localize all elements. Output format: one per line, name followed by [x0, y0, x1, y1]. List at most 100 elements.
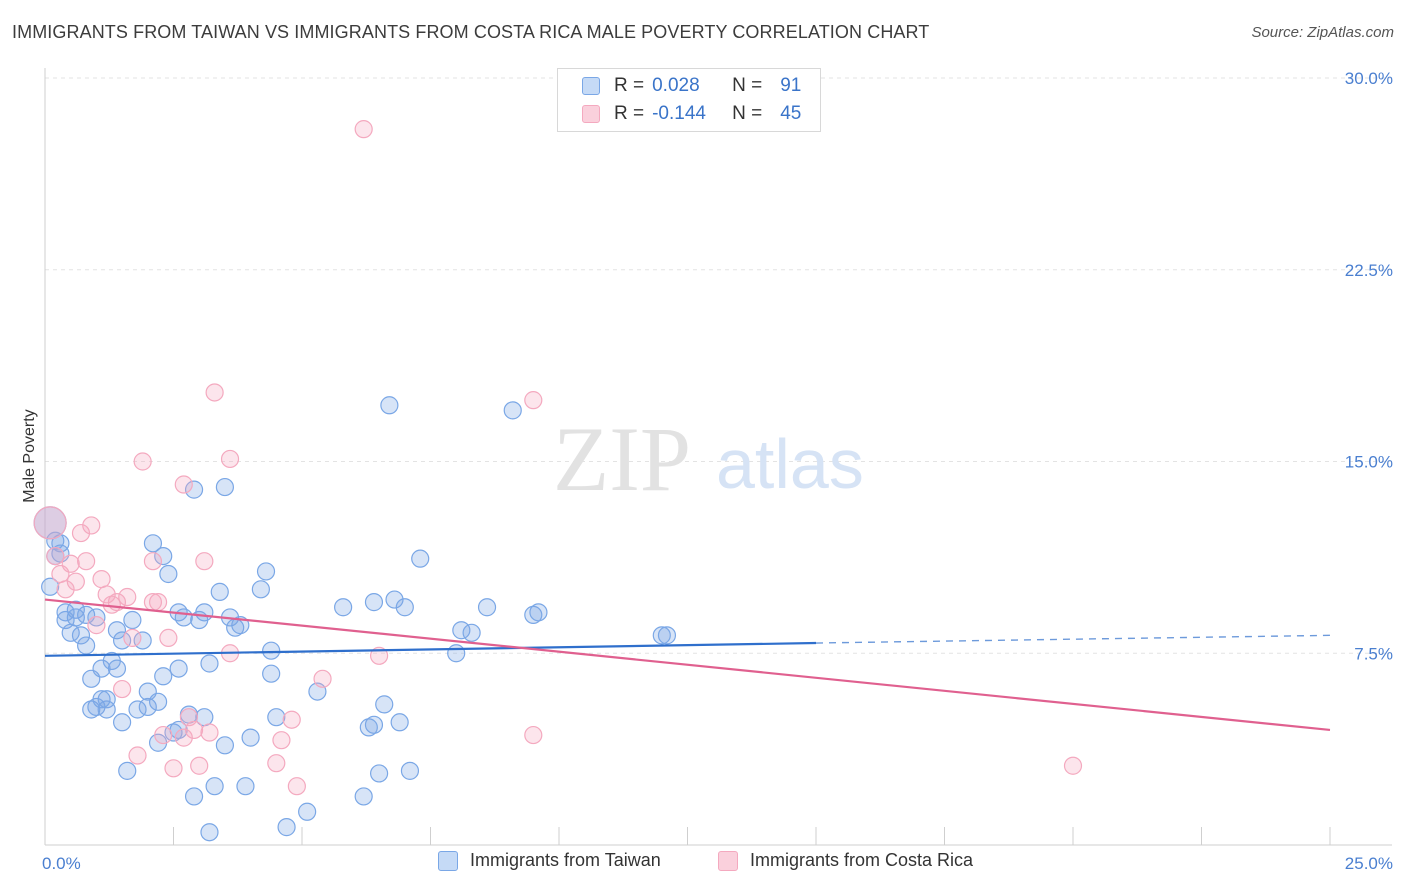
trend-line-taiwan-extension [815, 634, 1331, 644]
taiwan-point [87, 608, 106, 627]
taiwan-point [195, 603, 214, 622]
costarica-point [164, 759, 183, 778]
taiwan-point [97, 690, 116, 709]
legend-n-label: N = [732, 103, 763, 124]
y-tick-labels: 7.5% 15.0% 22.5% 30.0% [1345, 69, 1393, 663]
watermark-zip: ZIP [553, 408, 691, 510]
taiwan-point [210, 582, 229, 601]
costarica-point [190, 756, 209, 775]
taiwan-point [375, 695, 394, 714]
taiwan-point [200, 823, 219, 842]
costarica-point [313, 669, 332, 688]
taiwan-point [277, 818, 296, 837]
legend-r-value: -0.144 [652, 103, 706, 124]
costarica-point [370, 646, 389, 665]
taiwan-point [184, 480, 204, 499]
taiwan-point [262, 664, 281, 683]
costarica-point [287, 777, 306, 796]
legend-swatch-costarica [582, 105, 600, 123]
taiwan-point [138, 697, 157, 717]
stats-legend: R = 0.028 N = 91 R = -0.144 N = 45 [557, 68, 821, 132]
y-tick-label: 30.0% [1345, 69, 1393, 88]
costarica-point [1063, 756, 1083, 775]
costarica-point [123, 628, 142, 648]
trend-line-taiwan [44, 641, 817, 657]
taiwan-point [447, 644, 466, 663]
costarica-point [71, 523, 91, 543]
taiwan-point [97, 700, 116, 719]
taiwan-point [359, 718, 378, 737]
taiwan-point [385, 590, 404, 609]
y-tick-label: 7.5% [1354, 644, 1393, 663]
costarica-point [128, 746, 147, 765]
legend-swatch-costarica [718, 850, 738, 871]
costarica-point [174, 475, 193, 494]
taiwan-point [236, 777, 255, 796]
costarica-point [205, 383, 224, 402]
taiwan-point [41, 577, 60, 596]
source-credit: Source: ZipAtlas.com [1251, 24, 1394, 41]
taiwan-point [148, 692, 168, 711]
costarica-point [272, 731, 291, 750]
series-legend: Immigrants from Taiwan Immigrants from C… [0, 850, 1406, 880]
costarica-point [82, 516, 101, 535]
taiwan-point [298, 802, 317, 821]
costarica-point [143, 552, 163, 571]
legend-r-value: 0.028 [652, 75, 700, 96]
legend-n-value: 91 [780, 75, 802, 96]
legend-item-costarica[interactable]: Immigrants from Costa Rica [718, 850, 973, 871]
legend-item-taiwan[interactable]: Immigrants from Taiwan [438, 850, 661, 871]
y-axis-label: Male Poverty [21, 409, 38, 502]
costarica-point [282, 710, 301, 729]
x-tick-label: 0.0% [42, 854, 81, 873]
legend-r-label: R = [614, 103, 645, 124]
chart-title: IMMIGRANTS FROM TAIWAN VS IMMIGRANTS FRO… [12, 22, 930, 42]
costarica-point [61, 554, 80, 573]
legend-label-costarica: Immigrants from Costa Rica [750, 850, 974, 870]
taiwan-point [77, 636, 96, 655]
taiwan-point [71, 626, 91, 645]
trend-lines [44, 598, 1331, 732]
costarica-point [154, 725, 173, 745]
costarica-point [354, 120, 373, 139]
taiwan-point [411, 549, 430, 568]
taiwan-point [241, 728, 260, 747]
taiwan-point [380, 396, 399, 415]
legend-swatch-taiwan [438, 850, 458, 871]
x-tick-labels: 0.0% 25.0% [42, 854, 1393, 873]
legend-row-costarica: R = -0.144 N = 45 [582, 101, 801, 127]
taiwan-point [107, 621, 127, 640]
taiwan-point [657, 626, 677, 645]
y-tick-label: 15.0% [1345, 453, 1393, 472]
taiwan-point [159, 564, 178, 584]
taiwan-point [92, 690, 111, 709]
costarica-point [56, 580, 75, 599]
costarica-point [66, 572, 85, 591]
taiwan-point [652, 626, 671, 645]
grid-lines [45, 77, 1392, 654]
taiwan-point [92, 659, 111, 678]
taiwan-point [503, 401, 522, 420]
costarica-point [220, 449, 240, 469]
taiwan-point [66, 600, 85, 619]
costarica-point [118, 587, 137, 607]
costarica-point [524, 391, 543, 410]
taiwan-point [112, 713, 132, 732]
taiwan-point [118, 761, 137, 780]
watermark-atlas: atlas [716, 425, 864, 503]
y-tick-label: 22.5% [1345, 261, 1393, 280]
costarica-point [92, 570, 111, 589]
legend-n-label: N = [732, 75, 763, 96]
taiwan-point [143, 534, 163, 553]
costarica-point [195, 552, 214, 571]
costarica-point [184, 720, 204, 740]
taiwan-point [477, 598, 497, 617]
taiwan-point [256, 562, 276, 581]
taiwan-point [200, 654, 219, 673]
series-costarica-points [33, 120, 1083, 796]
costarica-point [46, 546, 65, 566]
legend-swatch-taiwan [582, 77, 600, 95]
taiwan-point [154, 546, 173, 566]
taiwan-point [262, 641, 281, 660]
